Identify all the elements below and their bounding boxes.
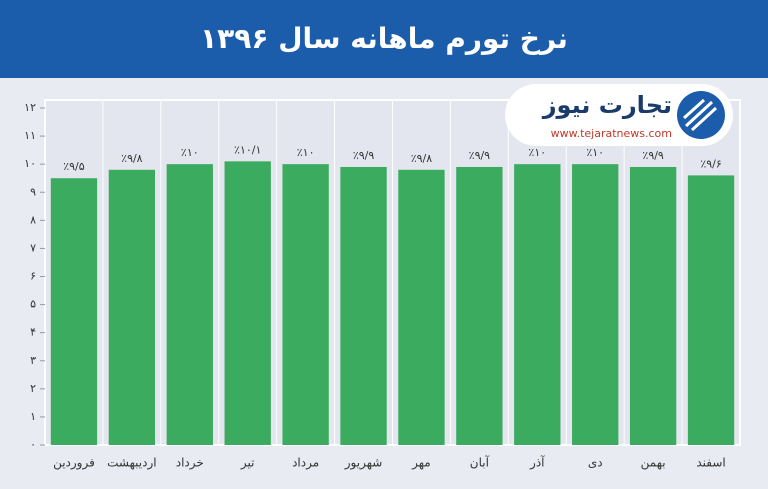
x-tick-label: مرداد [292,456,319,471]
y-tick-label: ۷ [30,241,36,254]
x-tick-label: اردیبهشت [107,456,156,471]
x-tick-label: آبان [470,455,490,470]
bar [514,164,561,445]
y-tick-label: ۳ [30,354,36,367]
x-tick-label: دی [588,456,603,470]
logo: تجارت نیوز www.tejaratnews.com [505,84,733,146]
y-tick-label: ۶ [30,270,36,283]
data-label: ٪۱۰ [181,146,199,159]
bar [572,164,619,445]
data-label: ٪۱۰ [586,146,604,159]
bar [282,164,329,445]
x-tick-label: بهمن [641,456,666,471]
x-tick-label: تیر [240,456,255,471]
y-tick-label: ۹ [30,185,36,198]
chart-title: نرخ تورم ماهانه سال ۱۳۹۶ [200,22,568,55]
y-tick-label: ۱ [30,410,36,423]
data-label: ٪۱۰ [528,146,546,159]
bar [50,178,98,446]
logo-icon [677,91,725,139]
logo-name: تجارت نیوز [542,91,672,119]
bar [687,175,735,445]
y-tick-label: ۱۲ [24,101,36,114]
y-tick-label: ۲ [30,382,36,395]
data-label: ٪۹/۹ [469,149,491,162]
x-tick-label: خرداد [176,456,204,471]
y-tick-label: ۸ [30,213,36,226]
bar [456,166,503,445]
data-label: ٪۹/۸ [121,152,143,165]
y-tick-label: ۱۰ [24,157,36,170]
logo-url: www.tejaratnews.com [551,127,672,140]
logo-box [505,84,733,146]
data-label: ٪۹/۵ [63,160,85,173]
data-label: ٪۹/۹ [642,149,664,162]
data-label: ٪۱۰/۱ [234,143,261,156]
bar [166,164,213,445]
x-tick-label: فروردین [53,456,95,471]
bar [629,166,677,445]
data-label: ٪۹/۶ [700,157,721,170]
bar [108,169,156,446]
data-label: ٪۱۰ [297,146,315,159]
data-label: ٪۹/۸ [411,152,433,165]
bar [340,166,387,445]
y-tick-label: ۴ [30,326,36,339]
x-tick-label: مهر [411,456,431,471]
x-tick-label: شهریور [344,456,383,471]
y-tick-label: ۱۱ [24,129,36,142]
bar [224,161,271,445]
x-tick-label: آذر [529,455,545,471]
y-tick-label: ۵ [30,298,36,311]
data-label: ٪۹/۹ [353,149,375,162]
y-tick-label: ۰ [30,438,36,451]
logo-stripes [682,98,718,132]
x-tick-label: اسفند [696,456,725,470]
bar [398,169,445,446]
header [0,0,768,78]
